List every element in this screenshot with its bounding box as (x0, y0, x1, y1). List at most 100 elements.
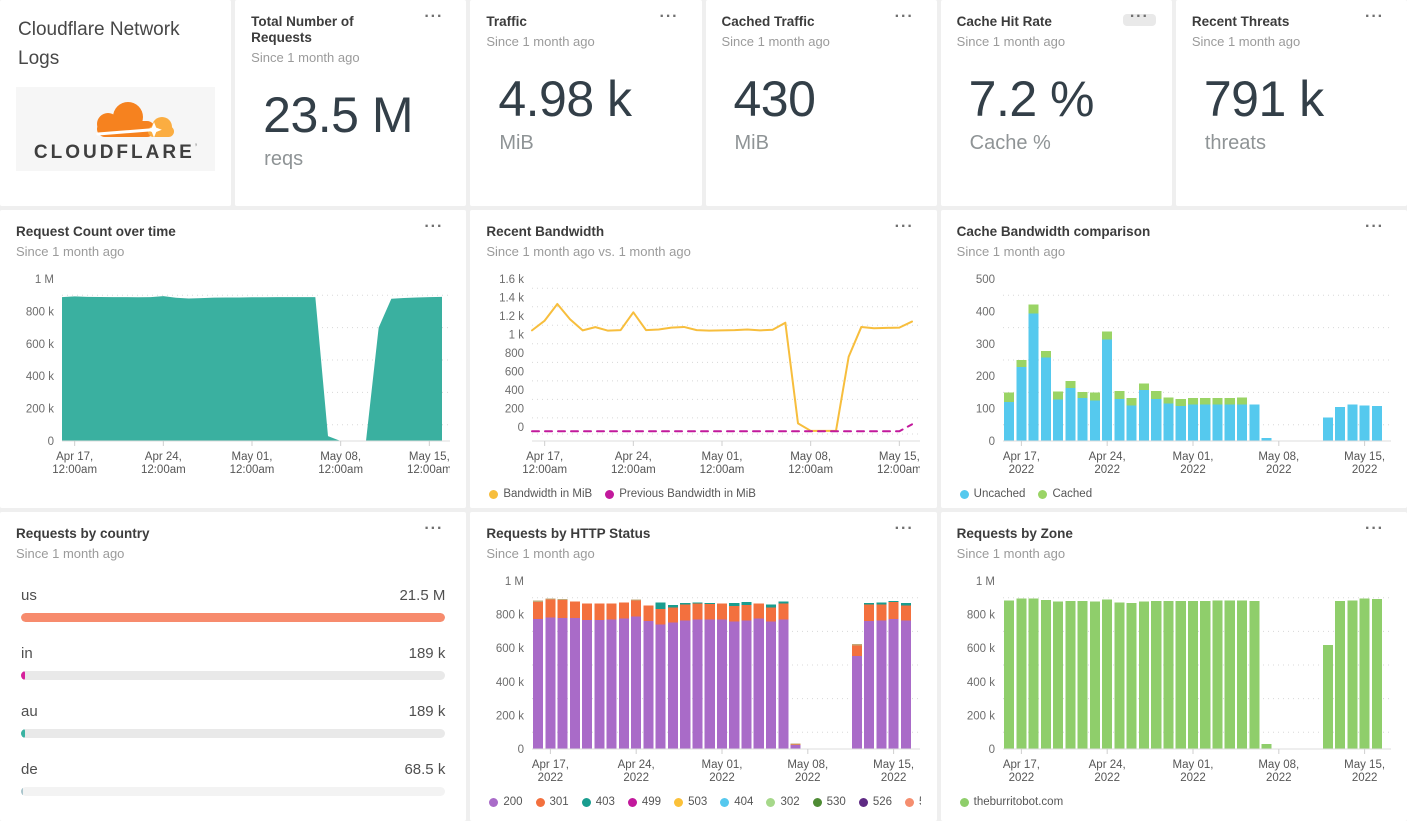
stat-value: 7.2 % (968, 71, 1095, 128)
country-bar-fill (21, 671, 25, 681)
chart-canvas: 1 M 800 k 600 k 400 k 200 k 0 Apr 17, 12:00am Ap… (26, 274, 452, 476)
svg-text:400: 400 (505, 385, 524, 397)
panel-menu-button[interactable]: ··· (417, 521, 450, 538)
panel-subtitle: Since 1 month ago (16, 546, 125, 562)
panel-header: Requests by HTTP Status Since 1 month ag… (486, 521, 921, 562)
panel-menu-button[interactable]: ··· (417, 219, 450, 236)
country-bar-track (21, 729, 446, 739)
panel-title: Requests by HTTP Status (486, 526, 651, 541)
ellipsis-icon: ··· (894, 8, 914, 25)
recent-bandwidth-chart: 1.6 k 1.4 k 1.2 k 1 k 800 600 400 200 0 Apr 17, 12… (486, 269, 922, 481)
ellipsis-icon: ··· (424, 218, 444, 235)
panel-title: Recent Bandwidth (486, 224, 605, 239)
legend-dot-icon (905, 797, 915, 807)
panel-subtitle: Since 1 month ago (251, 50, 360, 66)
legend-item[interactable]: Bandwidth in MiB (489, 488, 592, 500)
legend-label: Cached (1052, 488, 1093, 501)
country-label: de (21, 761, 38, 779)
legend-label: Uncached (973, 488, 1026, 501)
legend-item[interactable]: 530 (812, 796, 846, 809)
x-axis-tick-label: May 01, 12:00am (230, 451, 275, 476)
panel-menu-button[interactable]: ··· (888, 9, 921, 26)
country-value: 189 k (408, 703, 446, 721)
svg-text:0: 0 (518, 744, 524, 756)
svg-text:100: 100 (975, 404, 994, 416)
svg-text:1.6 k: 1.6 k (499, 274, 524, 286)
panel-menu-button[interactable]: ··· (888, 219, 921, 236)
svg-text:200 k: 200 k (26, 404, 54, 416)
legend-item[interactable]: 503 (674, 796, 707, 808)
panel-subtitle: Since 1 month ago (956, 34, 1066, 50)
svg-text:800: 800 (505, 348, 524, 360)
panel-menu-button[interactable]: ··· (888, 521, 921, 538)
bar-series (533, 598, 912, 750)
legend-item[interactable]: 404 (720, 796, 753, 808)
panel-menu-button[interactable]: ··· (1358, 9, 1391, 26)
cloudflare-logo: CLOUDFLARE’ (16, 87, 216, 171)
x-axis-tick-label: Apr 17, 2022 (532, 759, 569, 784)
country-label: in (21, 645, 33, 663)
panel-header: Request Count over time Since 1 month ag… (16, 219, 450, 260)
x-axis-tick-label: May 08, 12:00am (318, 451, 363, 476)
legend-label: 530 (826, 796, 846, 809)
legend-item[interactable]: Previous Bandwidth in MiB (605, 488, 756, 500)
svg-text:200 k: 200 k (967, 711, 995, 723)
legend-label: 524 (919, 796, 921, 808)
legend-item[interactable]: 499 (627, 796, 661, 808)
svg-text:1.2 k: 1.2 k (499, 311, 524, 323)
legend-dot-icon (489, 489, 499, 499)
legend-item[interactable]: Cached (1038, 488, 1092, 500)
panel-menu-button[interactable]: ··· (1358, 219, 1391, 236)
x-axis-tick-label: Apr 17, 2022 (1003, 759, 1040, 784)
country-row: in 189 k (21, 645, 446, 681)
legend-label: 403 (595, 796, 615, 809)
panel-title: Cache Hit Rate (956, 14, 1052, 29)
legend-item[interactable]: 526 (858, 796, 892, 808)
svg-text:1.4 k: 1.4 k (499, 293, 524, 305)
panel-menu-button[interactable]: ··· (1358, 521, 1391, 538)
legend-item[interactable]: Uncached (959, 488, 1026, 501)
stat-card-cache-hit-rate: Cache Hit Rate Since 1 month ago ··· 7.2… (940, 0, 1172, 206)
stat-card-total-requests: Total Number of Requests Since 1 month a… (235, 0, 467, 206)
panel-menu-button[interactable]: ··· (417, 9, 450, 26)
svg-text:400 k: 400 k (496, 677, 524, 689)
http-status-chart: 1 M 800 k 600 k 400 k 200 k 0 Apr 17, 2022 Apr 2… (486, 571, 921, 789)
legend-label: theburritobot.com (973, 796, 1064, 809)
legend-item[interactable]: 524 (905, 796, 921, 808)
panel-title: Recent Threats (1191, 14, 1290, 29)
legend-item[interactable]: 200 (489, 796, 523, 808)
x-axis-tick-label: Apr 17, 12:00am (523, 451, 568, 476)
x-axis-tick-label: Apr 24, 2022 (1088, 759, 1125, 784)
charts-row-1: Request Count over time Since 1 month ag… (0, 210, 1407, 508)
legend-label: 404 (734, 796, 754, 809)
country-value: 68.5 k (404, 761, 446, 779)
panel-subtitle: Since 1 month ago (721, 34, 830, 50)
country-bar-track (21, 613, 446, 623)
legend-item[interactable]: 301 (535, 796, 569, 808)
ellipsis-icon: ··· (894, 218, 914, 235)
chart-canvas: 500 400 300 200 100 0 Apr 17, 2022 Apr 24, 2022 Ma… (975, 274, 1391, 476)
country-bar-fill (21, 613, 446, 623)
panel-recent-bandwidth: Recent Bandwidth Since 1 month ago vs. 1… (470, 210, 937, 508)
stat-unit: MiB (734, 131, 769, 154)
svg-text:1 M: 1 M (975, 576, 994, 588)
ellipsis-icon: ··· (1365, 520, 1384, 537)
panel-subtitle: Since 1 month ago (1191, 34, 1301, 50)
country-list: us 21.5 M in 189 k au 189 k de 68.5 k (16, 587, 450, 797)
panel-menu-button[interactable]: ··· (1122, 9, 1156, 26)
stat-unit: Cache % (969, 131, 1051, 154)
legend-item[interactable]: 403 (581, 796, 615, 809)
svg-text:0: 0 (988, 744, 994, 756)
legend-item[interactable]: theburritobot.com (959, 796, 1064, 809)
stat-card-traffic: Traffic Since 1 month ago ··· 4.98 k MiB (470, 0, 702, 206)
legend-item[interactable]: 302 (766, 796, 800, 808)
x-axis-tick-label: Apr 24, 2022 (618, 759, 655, 784)
panel-subtitle: Since 1 month ago (486, 34, 595, 50)
stat-unit: threats (1204, 131, 1266, 154)
svg-text:600: 600 (505, 367, 524, 379)
x-axis-tick-label: May 01, 12:00am (700, 451, 745, 476)
panel-menu-button[interactable]: ··· (653, 9, 686, 26)
svg-text:800 k: 800 k (496, 610, 524, 622)
chart-canvas: 1 M 800 k 600 k 400 k 200 k 0 Apr 17, 2022 Apr 2… (496, 576, 921, 784)
panel-header: Total Number of Requests Since 1 month a… (251, 9, 450, 66)
